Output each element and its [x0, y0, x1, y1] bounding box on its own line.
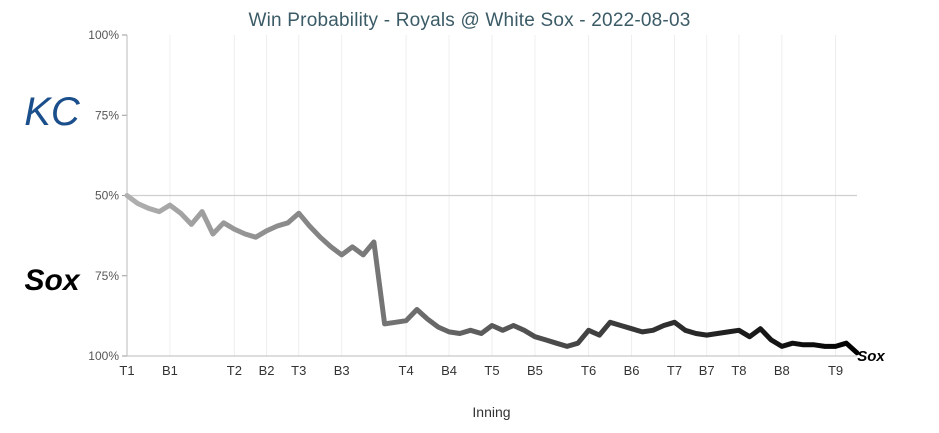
x-tick-label: T5 — [484, 363, 499, 378]
x-tick-label: T3 — [291, 363, 306, 378]
chart-title: Win Probability - Royals @ White Sox - 2… — [248, 10, 691, 31]
y-tick-label: 100% — [88, 349, 119, 363]
x-tick-label: B7 — [699, 363, 715, 378]
y-tick-label: 75% — [95, 108, 119, 122]
y-tick-label: 50% — [95, 189, 119, 203]
x-tick-label: T1 — [119, 363, 134, 378]
white-sox-logo-icon: Sox — [24, 264, 80, 297]
x-tick-label: B6 — [624, 363, 640, 378]
x-tick-label: T8 — [731, 363, 746, 378]
x-tick-label: B1 — [162, 363, 178, 378]
royals-logo-icon: KC — [24, 90, 81, 134]
logo-layer: KC Sox Sox — [24, 90, 885, 365]
win-probability-line — [124, 193, 860, 356]
y-tick-label: 75% — [95, 269, 119, 283]
x-tick-label: B5 — [527, 363, 543, 378]
y-tick-label: 100% — [88, 28, 119, 42]
x-tick-label: T6 — [581, 363, 596, 378]
x-tick-label: T9 — [828, 363, 843, 378]
x-tick-label: T2 — [227, 363, 242, 378]
x-tick-label: B8 — [774, 363, 790, 378]
axis-layer: T1 B1 T2 B2 T3 B3 T4 B4 T5 B5 T6 B6 T7 B7 T8 B8 T9 100% 75… — [88, 28, 857, 378]
x-tick-label: B4 — [441, 363, 457, 378]
x-tick-label: T4 — [399, 363, 414, 378]
line-layer — [124, 193, 860, 356]
x-tick-label: B3 — [334, 363, 350, 378]
end-white-sox-logo-icon: Sox — [857, 348, 885, 365]
x-tick-label: B2 — [259, 363, 275, 378]
x-tick-label: T7 — [667, 363, 682, 378]
x-axis-label: Inning — [472, 404, 511, 420]
